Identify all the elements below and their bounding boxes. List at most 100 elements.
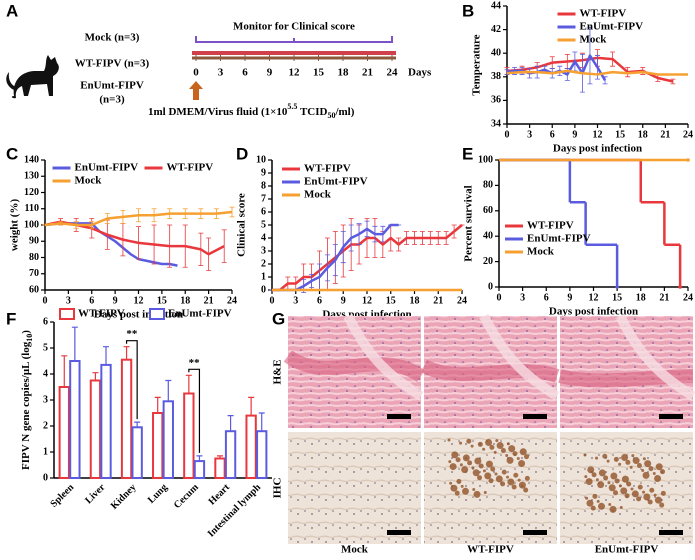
stain-spot	[470, 444, 474, 448]
error-bar	[92, 372, 99, 381]
series-line	[272, 224, 463, 292]
x-tick-label: Kidney	[109, 482, 139, 512]
stain-spot	[513, 472, 519, 478]
stain-spot	[472, 487, 476, 491]
y-tick-label: 9	[261, 167, 266, 178]
error-bar	[165, 379, 172, 402]
stain-spot	[506, 456, 514, 464]
inoculation-arrow	[189, 81, 203, 100]
label-part: 10	[25, 334, 34, 342]
stain-spot	[483, 491, 487, 495]
y-tick-label: 1	[43, 446, 48, 457]
stain-spot	[471, 466, 475, 470]
stain-spot	[585, 478, 593, 486]
stain-spot	[597, 481, 605, 489]
x-tick-label: Lung	[146, 482, 170, 506]
stain-spot	[450, 484, 458, 492]
stain-spot	[642, 457, 646, 461]
legend-swatch	[149, 308, 165, 320]
x-tick-label: 18	[636, 292, 646, 303]
stain-spot	[488, 478, 494, 484]
bar	[256, 430, 268, 480]
stain-spot	[660, 469, 666, 475]
stain-spot	[456, 478, 462, 484]
x-tick-label: 24	[683, 129, 693, 140]
stain-spot	[595, 478, 599, 482]
stain-spot	[496, 442, 504, 450]
error-bar	[103, 346, 110, 365]
bar	[193, 460, 206, 480]
column-label: WT-FIPV	[467, 544, 514, 556]
y-tick-label: 34	[491, 118, 501, 129]
timeline-day: 6	[242, 67, 248, 79]
x-tick-label: 6	[89, 295, 94, 306]
timeline-day: 18	[338, 67, 350, 79]
x-tick-label: 24	[227, 295, 237, 306]
cat-icon	[6, 55, 59, 99]
timeline-day: 0	[193, 67, 199, 79]
x-tick-label: 21	[659, 292, 669, 303]
y-tick-label: 90	[29, 236, 39, 247]
error-bar	[61, 355, 68, 387]
stain-spot	[591, 472, 597, 478]
label-part: 1ml DMEM/Virus fluid (1×10	[148, 106, 288, 118]
stain-spot	[460, 484, 464, 488]
stain-spot	[636, 463, 642, 469]
stain-spot	[447, 438, 451, 442]
label-part: 50	[327, 111, 335, 120]
y-tick-label: 7	[261, 193, 266, 204]
y-tick-label: 4	[43, 368, 48, 379]
y-tick-label: 1	[261, 271, 266, 282]
timeline-day: 9	[267, 67, 273, 79]
stain-spot	[455, 457, 461, 463]
bar	[120, 358, 133, 480]
stain-spot	[610, 472, 618, 480]
x-axis-label: Days post infection	[553, 143, 642, 155]
significance-label: **	[126, 328, 138, 340]
stain-spot	[618, 462, 622, 466]
stain-spot	[641, 468, 645, 472]
stain-spot	[494, 472, 498, 476]
stain-spot	[644, 460, 652, 468]
x-tick-label: 18	[638, 129, 648, 140]
x-tick-label: 24	[683, 292, 693, 303]
x-tick-label: 21	[204, 295, 214, 306]
x-tick-label: 6	[550, 129, 555, 140]
legend-label: EnUmt-FIPV	[168, 308, 232, 320]
y-tick-label: 2	[261, 258, 266, 269]
legend-swatch	[59, 308, 75, 320]
bar	[58, 386, 70, 479]
stain-spot	[462, 454, 470, 462]
x-tick-label: 9	[567, 292, 572, 303]
error-bar	[196, 455, 203, 462]
stain-spot	[451, 451, 459, 459]
stain-spot	[630, 487, 634, 491]
stain-spot	[489, 444, 495, 450]
stain-spot	[597, 502, 605, 510]
stain-spot	[613, 456, 619, 462]
column-label: EnUmt-FIPV	[595, 544, 659, 556]
x-tick-label: Liver	[83, 482, 108, 507]
panel-label: D	[236, 144, 248, 163]
y-tick-label: 36	[491, 95, 501, 106]
stain-spot	[660, 490, 666, 496]
scale-bar	[659, 414, 683, 419]
stain-spot	[495, 439, 499, 443]
stain-spot	[607, 481, 611, 485]
legend-label: WT-FIPV	[304, 163, 351, 175]
stain-spot	[585, 496, 589, 500]
error-bar	[670, 78, 676, 85]
stain-spot	[632, 457, 640, 465]
y-tick-label: 100	[478, 154, 493, 165]
label-part: 5.5	[287, 102, 297, 111]
panel-label: B	[462, 1, 474, 20]
x-tick-label: 0	[43, 295, 48, 306]
y-tick-label: 5	[43, 342, 48, 353]
column-label: Mock	[341, 544, 369, 556]
stain-spot	[449, 463, 457, 471]
stain-spot	[649, 487, 655, 493]
y-axis-label: Temperature	[471, 34, 483, 95]
y-tick-label: 40	[483, 230, 493, 241]
x-tick-label: 3	[527, 129, 532, 140]
stain-spot	[618, 484, 622, 488]
